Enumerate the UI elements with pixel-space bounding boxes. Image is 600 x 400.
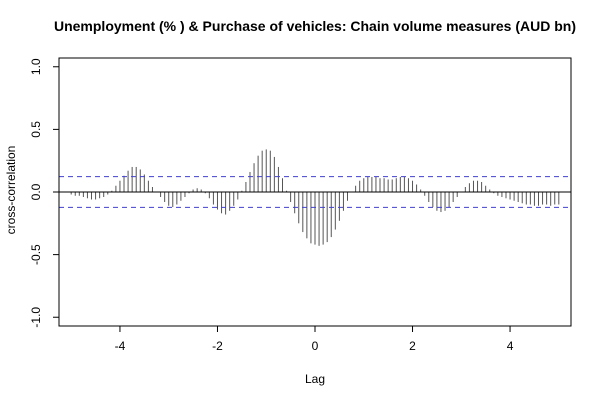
y-tick-label: 0.5 <box>29 121 43 138</box>
x-tick-label: 4 <box>507 339 514 353</box>
y-tick-label: -0.5 <box>29 244 43 265</box>
y-tick-label: 0.0 <box>29 183 43 200</box>
x-tick-label: 2 <box>409 339 416 353</box>
y-tick-label: -1.0 <box>29 307 43 328</box>
axes: -4 -2 0 2 4 -1.0 -0.5 0.0 0.5 1.0 <box>29 58 514 353</box>
chart-title: Unemployment (% ) & Purchase of vehicles… <box>54 18 576 34</box>
x-axis-label: Lag <box>305 372 325 386</box>
plot-frame <box>58 57 572 327</box>
reference-lines <box>59 176 571 208</box>
x-tick-label: 0 <box>312 339 319 353</box>
y-axis-label: cross-correlation <box>4 146 18 235</box>
y-tick-label: 1.0 <box>29 58 43 75</box>
x-tick-label: -2 <box>212 339 223 353</box>
x-tick-label: -4 <box>115 339 126 353</box>
spike-series <box>70 149 560 246</box>
